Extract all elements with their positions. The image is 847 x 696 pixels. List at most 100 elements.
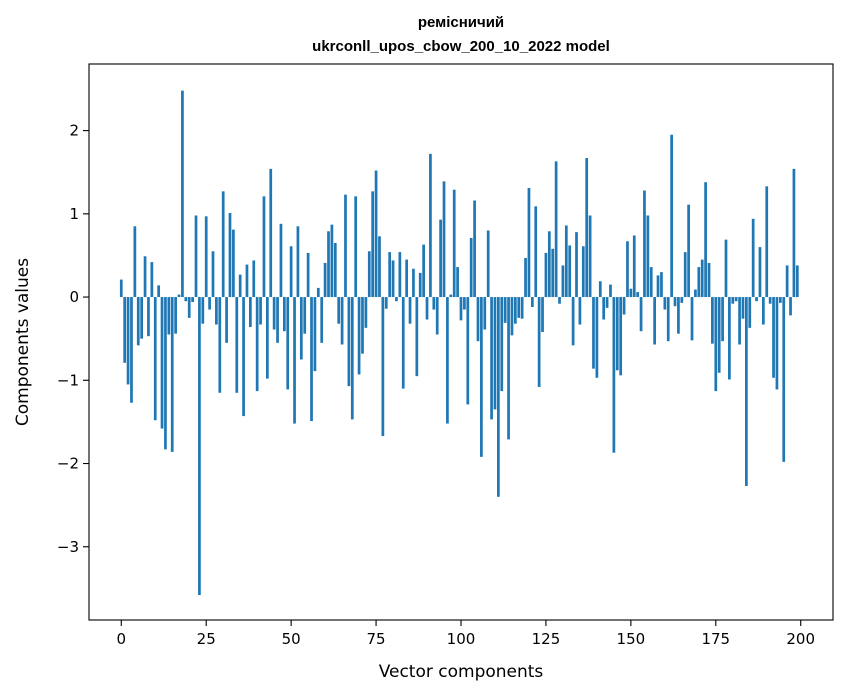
- bar-17: [177, 294, 181, 298]
- bar-134: [575, 232, 578, 298]
- bar-85: [408, 297, 412, 324]
- bar-5: [136, 297, 140, 346]
- bar-48: [282, 297, 286, 332]
- y-tick-label-2: 2: [69, 122, 79, 140]
- bar-29: [218, 297, 222, 393]
- bar-160: [663, 297, 667, 310]
- bar-164: [677, 297, 680, 334]
- bar-162: [670, 134, 673, 298]
- bar-0: [119, 279, 123, 298]
- bar-168: [690, 297, 694, 341]
- bar-197: [789, 297, 792, 316]
- bar-159: [660, 272, 663, 298]
- bar-63: [333, 242, 337, 298]
- bar-156: [649, 267, 653, 298]
- bar-15: [170, 297, 174, 452]
- bar-97: [449, 294, 453, 298]
- bar-165: [680, 297, 684, 303]
- bar-116: [513, 297, 517, 324]
- bar-133: [571, 297, 575, 346]
- bar-102: [466, 297, 470, 405]
- bar-115: [510, 297, 514, 336]
- bar-32: [228, 212, 232, 298]
- bar-75: [374, 170, 378, 298]
- bar-113: [503, 297, 507, 323]
- bar-135: [578, 297, 582, 325]
- bar-45: [272, 297, 276, 330]
- bar-142: [602, 297, 606, 320]
- bar-188: [758, 247, 762, 298]
- bar-174: [711, 297, 714, 344]
- bar-154: [643, 190, 646, 298]
- bar-152: [636, 292, 640, 298]
- x-tick-label-75: 75: [367, 630, 386, 648]
- bar-104: [473, 200, 476, 298]
- bar-60: [323, 262, 327, 298]
- bar-94: [439, 219, 442, 298]
- bar-179: [728, 297, 731, 380]
- bar-78: [384, 297, 388, 309]
- bar-171: [700, 259, 704, 298]
- bar-184: [745, 297, 748, 486]
- bar-117: [517, 297, 521, 318]
- bar-14: [167, 297, 171, 335]
- y-axis-label: Components values: [13, 258, 33, 426]
- bar-59: [320, 297, 324, 343]
- bar-11: [157, 285, 161, 298]
- bar-175: [714, 297, 718, 392]
- bar-88: [418, 272, 422, 298]
- bar-167: [687, 204, 690, 298]
- bar-8: [147, 297, 150, 337]
- bar-20: [187, 297, 191, 318]
- bar-39: [252, 260, 256, 298]
- bar-123: [537, 297, 541, 387]
- bar-73: [367, 251, 371, 298]
- bar-22: [194, 215, 198, 298]
- y-tick-label--3: −3: [57, 538, 79, 556]
- bar-158: [656, 275, 660, 298]
- bar-31: [225, 297, 228, 343]
- bar-91: [429, 153, 432, 298]
- bar-111: [497, 297, 500, 497]
- bar-130: [561, 265, 565, 298]
- bar-2: [126, 297, 130, 385]
- bar-137: [585, 158, 589, 298]
- y-tick-label--2: −2: [57, 455, 79, 473]
- bar-128: [554, 161, 558, 298]
- bar-196: [785, 265, 789, 298]
- bar-7: [143, 256, 147, 298]
- x-axis-ticks: 0 25 50 75 100 125 150 175 200: [117, 620, 815, 648]
- bar-157: [653, 297, 657, 345]
- bar-139: [592, 297, 595, 369]
- bar-120: [527, 188, 531, 298]
- bar-4: [133, 226, 137, 298]
- bar-19: [184, 297, 188, 302]
- bar-195: [782, 297, 786, 462]
- bar-125: [544, 252, 548, 298]
- bar-16: [174, 297, 177, 334]
- bar-44: [269, 168, 273, 298]
- bar-170: [697, 267, 701, 298]
- bar-101: [463, 297, 466, 310]
- bar-10: [153, 297, 157, 421]
- bar-62: [330, 224, 334, 298]
- bar-36: [242, 297, 245, 417]
- bar-89: [422, 244, 425, 298]
- bar-9: [150, 262, 154, 298]
- bar-25: [204, 216, 208, 298]
- bar-109: [490, 297, 493, 420]
- bar-74: [371, 191, 375, 298]
- x-tick-label-25: 25: [197, 630, 216, 648]
- bar-145: [612, 297, 616, 453]
- bar-124: [541, 297, 544, 333]
- bar-90: [425, 297, 429, 320]
- bar-40: [255, 297, 259, 392]
- bar-185: [748, 297, 752, 328]
- bar-187: [755, 297, 758, 302]
- bar-129: [558, 297, 561, 304]
- bar-54: [303, 297, 307, 334]
- bar-148: [622, 297, 626, 315]
- bar-103: [469, 237, 473, 298]
- bar-72: [364, 297, 368, 328]
- bar-61: [327, 231, 330, 298]
